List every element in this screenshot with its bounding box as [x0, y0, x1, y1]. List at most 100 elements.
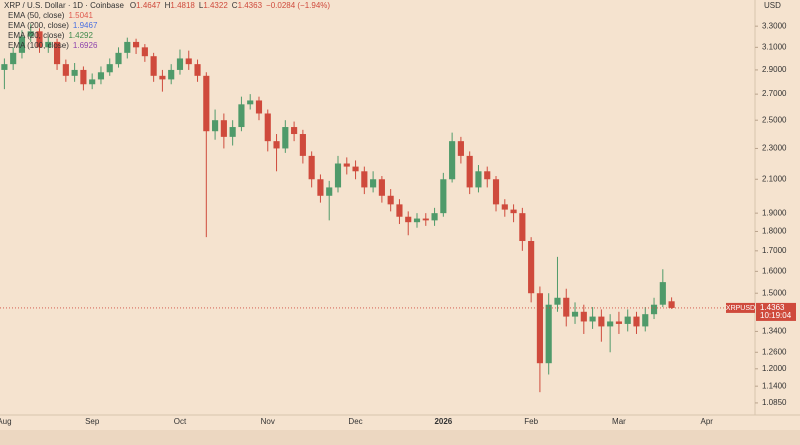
footer-strip: [0, 430, 800, 445]
candle-body: [396, 204, 403, 217]
indicator-legend: EMA (100, close) 1.6926: [8, 41, 98, 50]
ohlc-value: 1.4363: [238, 1, 263, 10]
ohlc-value: 1.4818: [170, 1, 195, 10]
candle-body: [89, 79, 96, 85]
y-tick-label: 1.5000: [762, 288, 787, 297]
candle-body: [203, 75, 210, 132]
candle-body: [650, 304, 658, 315]
candle-body: [615, 321, 622, 324]
candle-body: [264, 113, 271, 142]
candle-body: [18, 36, 26, 53]
candle-body: [484, 171, 491, 180]
candle-body: [168, 69, 175, 80]
candle-body: [97, 72, 105, 80]
candle-body: [642, 314, 649, 327]
candle-body: [659, 282, 666, 305]
candle-body: [326, 187, 333, 196]
x-tick-label: Apr: [700, 417, 713, 426]
candle-body: [106, 64, 113, 73]
x-tick-label: Aug: [0, 417, 12, 426]
candle-body: [633, 316, 640, 327]
x-tick-label: Feb: [524, 417, 538, 426]
candle-body: [334, 163, 342, 188]
candle-body: [291, 127, 298, 135]
indicator-legend: EMA (200, close) 1.9467: [8, 21, 98, 30]
y-tick-label: 1.9000: [762, 208, 787, 217]
candle-body: [10, 52, 17, 65]
ohlc-letter: L: [199, 1, 204, 10]
candle-body: [1, 64, 8, 70]
ohlc-value: 1.4647: [136, 1, 161, 10]
price-tag: [756, 302, 796, 321]
candle-body: [36, 31, 43, 48]
candle-body: [282, 127, 289, 149]
candle-body: [440, 179, 447, 214]
x-tick-label: 2026: [434, 417, 452, 426]
candle-body: [466, 155, 473, 188]
y-tick-label: 2.1000: [762, 174, 787, 183]
candle-body: [45, 41, 52, 48]
candle-body: [194, 64, 201, 76]
candle-body: [124, 41, 131, 53]
candle-body: [607, 321, 614, 327]
candle-body: [352, 166, 359, 172]
x-tick-label: Oct: [174, 417, 187, 426]
indicator-name: EMA (200, close): [8, 21, 69, 30]
y-tick-label: 1.1400: [762, 381, 787, 390]
symbol-label: XRPUSD: [726, 305, 755, 312]
candle-body: [449, 141, 456, 180]
candle-body: [115, 52, 122, 65]
candle-body: [273, 141, 280, 149]
y-tick-label: 2.9000: [762, 65, 787, 74]
candle-body: [299, 134, 306, 156]
candle-body: [475, 171, 482, 188]
indicator-value: 1.9467: [73, 21, 98, 30]
candle-body: [624, 316, 631, 324]
y-tick-label: 1.8000: [762, 227, 787, 236]
indicator-name: EMA (20, close): [8, 31, 65, 40]
y-tick-label: 1.6000: [762, 266, 787, 275]
indicator-legend: EMA (20, close) 1.4292: [8, 31, 93, 40]
ohlc-letter: C: [232, 1, 238, 10]
candle-body: [133, 41, 140, 48]
candle-body: [668, 301, 675, 308]
candle-body: [185, 58, 192, 65]
y-tick-label: 2.7000: [762, 89, 787, 98]
y-tick-label: 2.3000: [762, 144, 787, 153]
candle-body: [247, 100, 254, 105]
y-tick-label: 1.7000: [762, 246, 787, 255]
indicator-name: EMA (50, close): [8, 11, 65, 20]
candle-body: [536, 293, 543, 364]
candle-body: [387, 195, 394, 205]
candle-body: [571, 311, 579, 317]
candle-body: [422, 218, 429, 221]
candle-body: [370, 179, 377, 188]
candle-body: [501, 204, 508, 210]
y-tick-label: 3.1000: [762, 42, 787, 51]
candles: [1, 24, 675, 393]
candle-body: [220, 120, 227, 137]
candle-body: [528, 241, 535, 294]
candle-body: [492, 179, 500, 205]
x-tick-label: Dec: [348, 417, 362, 426]
y-tick-label: 1.2000: [762, 364, 787, 373]
candle-body: [431, 213, 438, 221]
candle-body: [308, 155, 315, 180]
candle-body: [255, 100, 263, 114]
candle-body: [413, 218, 421, 223]
y-tick-label: 1.0850: [762, 398, 787, 407]
candle-body: [229, 127, 236, 137]
candle-body: [361, 171, 368, 188]
change-label: −0.0284 (−1.94%): [266, 1, 330, 10]
price-label: 1.4363: [760, 303, 785, 312]
x-tick-label: Mar: [612, 417, 626, 426]
candle-body: [580, 311, 587, 322]
x-tick-label: Sep: [85, 417, 100, 426]
candle-body: [238, 104, 245, 128]
candle-body: [80, 69, 87, 85]
candle-body: [519, 213, 526, 242]
countdown-label: 10:19:04: [760, 311, 792, 320]
candle-body: [176, 58, 184, 70]
candle-body: [598, 316, 605, 327]
